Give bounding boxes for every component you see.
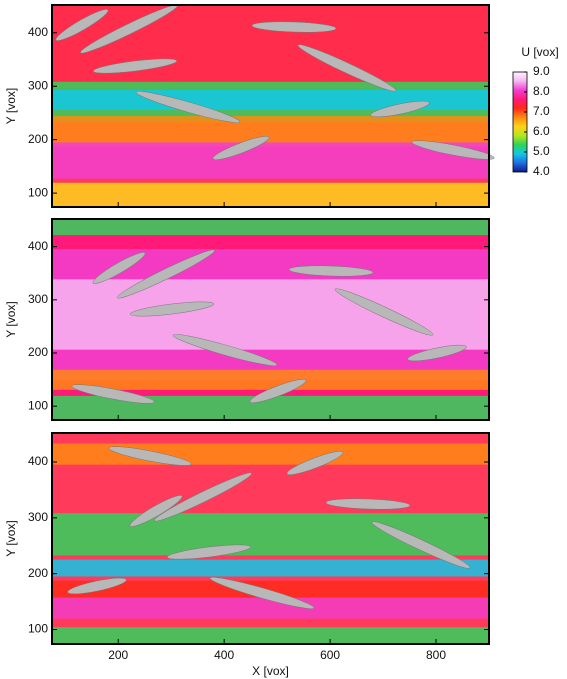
- field-band: [52, 369, 489, 390]
- vortex-tube: [297, 44, 397, 92]
- panel: 100 200 300 400 Y [vox]: [4, 218, 490, 421]
- vortex-tube: [67, 577, 127, 595]
- vortex-tube: [154, 472, 252, 522]
- y-tick-label: 100: [28, 185, 48, 199]
- field-band: [52, 627, 489, 644]
- vortex-tube: [135, 91, 241, 123]
- y-tick-label: 400: [28, 25, 48, 39]
- colorbar-tick-label: 5.0: [533, 144, 550, 158]
- x-tick-label: 200: [108, 648, 128, 662]
- y-tick-label: 100: [28, 398, 48, 412]
- colorbar-tick-label: 7.0: [533, 104, 550, 118]
- vortex-tube: [130, 301, 214, 317]
- panel: 100 200 300 400 200 400 600 800 Y [vox] X [vox]: [4, 432, 490, 678]
- colorbar-tick-label: 4.0: [533, 164, 550, 178]
- x-tick-label: 600: [320, 648, 340, 662]
- colorbar: [512, 71, 528, 173]
- y-tick-label: 300: [28, 510, 48, 524]
- field-band: [52, 219, 489, 236]
- field-band: [52, 597, 489, 619]
- vortex-tube: [286, 451, 344, 475]
- field-band: [52, 142, 489, 179]
- panel-frame: [51, 4, 490, 208]
- vortex-tube: [167, 544, 251, 560]
- y-tick-label: 300: [28, 292, 48, 306]
- vortex-tube: [370, 100, 430, 118]
- vortex-tube: [71, 384, 155, 404]
- vortex-tube: [108, 446, 192, 466]
- y-axis-label: Y [vox]: [4, 520, 18, 556]
- colorbar-tick-label: 9.0: [533, 64, 550, 78]
- vortex-tube: [325, 498, 411, 510]
- colorbar-tick-label: 8.0: [533, 84, 550, 98]
- colorbar-label: U [vox]: [521, 45, 558, 59]
- y-tick-label: 400: [28, 454, 48, 468]
- x-axis-label: X [vox]: [252, 664, 289, 678]
- y-tick-label: 300: [28, 78, 48, 92]
- vortex-tube: [92, 252, 146, 284]
- y-tick-label: 200: [28, 345, 48, 359]
- y-tick-label: 200: [28, 566, 48, 580]
- vortex-tube: [172, 334, 278, 366]
- field-band: [52, 182, 489, 207]
- vortex-tube: [371, 521, 471, 569]
- y-axis-label: Y [vox]: [4, 301, 18, 337]
- colorbar-tick-label: 6.0: [533, 124, 550, 138]
- field-band: [52, 559, 489, 577]
- panel-frame: [51, 432, 490, 645]
- x-tick-label: 400: [214, 648, 234, 662]
- vortex-tube: [334, 288, 434, 336]
- field-band: [52, 279, 489, 350]
- vortex-tube: [411, 140, 495, 160]
- y-tick-label: 100: [28, 622, 48, 636]
- vortex-tube: [209, 577, 315, 609]
- vortex-tube: [288, 265, 374, 277]
- vortex-tube: [407, 344, 467, 362]
- vortex-tube: [251, 21, 337, 33]
- y-axis-label: Y [vox]: [4, 88, 18, 124]
- panel: 100 200 300 400 Y [vox]: [4, 4, 495, 208]
- vortex-tube: [93, 58, 177, 74]
- vortex-tube: [55, 9, 109, 41]
- y-tick-label: 400: [28, 239, 48, 253]
- vortex-tube: [212, 136, 270, 160]
- panel-frame: [51, 218, 490, 421]
- x-tick-label: 800: [426, 648, 446, 662]
- field-band: [52, 5, 489, 96]
- vortex-tube: [249, 379, 307, 403]
- y-tick-label: 200: [28, 132, 48, 146]
- vortex-tube: [117, 249, 215, 299]
- vortex-tube: [129, 495, 183, 527]
